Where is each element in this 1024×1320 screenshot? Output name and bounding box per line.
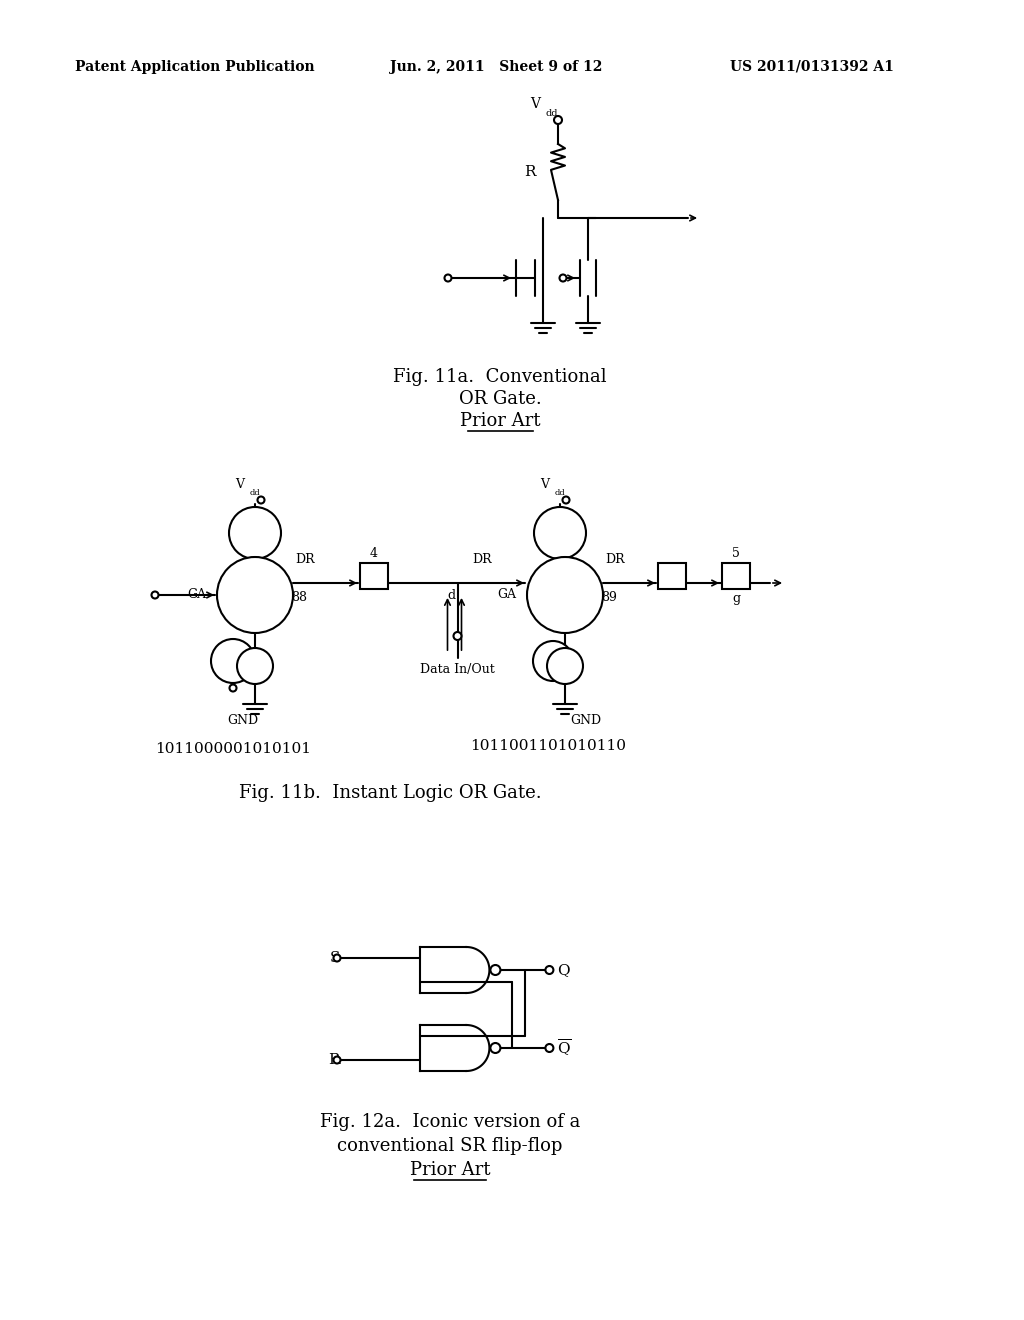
Text: S: S [330,950,340,965]
Text: conventional SR flip-flop: conventional SR flip-flop [337,1137,562,1155]
Text: GA: GA [497,589,516,602]
Circle shape [217,557,293,634]
Text: V: V [234,478,244,491]
Text: Patent Application Publication: Patent Application Publication [75,59,314,74]
Circle shape [490,1043,501,1053]
Circle shape [334,1056,341,1064]
Circle shape [211,639,255,682]
Text: R: R [524,165,536,180]
Text: GND: GND [570,714,601,727]
Text: 89: 89 [601,591,616,605]
Circle shape [562,496,569,503]
Text: g: g [732,591,740,605]
Text: IN: IN [243,586,267,605]
Text: Jun. 2, 2011   Sheet 9 of 12: Jun. 2, 2011 Sheet 9 of 12 [390,59,602,74]
Text: US 2011/0131392 A1: US 2011/0131392 A1 [730,59,894,74]
Circle shape [257,496,264,503]
Circle shape [490,965,501,975]
Text: Fig. 12a.  Iconic version of a: Fig. 12a. Iconic version of a [319,1113,581,1131]
Circle shape [229,507,281,558]
Text: V: V [540,478,549,491]
Text: R: R [329,1053,340,1067]
Text: DR: DR [605,553,625,566]
Text: 5: 5 [732,546,740,560]
Text: 88: 88 [291,591,307,605]
Text: d: d [447,589,456,602]
Circle shape [444,275,452,281]
Text: 1: 1 [560,659,570,673]
Bar [722,564,750,589]
Text: dd: dd [250,488,261,498]
Text: 4: 4 [370,546,378,560]
Bar [360,564,388,589]
Bar [658,564,686,589]
Text: 1: 1 [555,525,565,540]
Circle shape [546,1044,553,1052]
Text: Q: Q [557,964,570,977]
Text: 1: 1 [250,659,260,673]
Circle shape [229,685,237,692]
Text: dd: dd [545,110,557,117]
Text: 1: 1 [668,569,677,582]
Circle shape [527,557,603,634]
Circle shape [547,648,583,684]
Text: Prior Art: Prior Art [410,1162,490,1179]
Circle shape [454,632,462,640]
Text: Fig. 11b.  Instant Logic OR Gate.: Fig. 11b. Instant Logic OR Gate. [239,784,542,803]
Text: 1: 1 [370,569,379,582]
Circle shape [237,648,273,684]
Circle shape [334,954,341,961]
Text: GA: GA [187,589,206,602]
Text: $\mathregular{\overline{Q}}$: $\mathregular{\overline{Q}}$ [557,1038,571,1059]
Text: dd: dd [555,488,565,498]
Text: DR: DR [472,553,492,566]
Text: 1: 1 [731,569,740,582]
Circle shape [152,591,159,598]
Text: OR Gate.: OR Gate. [459,389,542,408]
Text: V: V [530,96,540,111]
Circle shape [546,966,553,974]
Text: IN: IN [553,586,578,605]
Circle shape [554,116,562,124]
Text: 1011001101010110: 1011001101010110 [470,739,626,752]
Circle shape [534,507,586,558]
Text: DR: DR [295,553,314,566]
Text: GND: GND [227,714,258,727]
Text: Prior Art: Prior Art [460,412,541,430]
Text: 1011000001010101: 1011000001010101 [155,742,311,756]
Circle shape [534,642,573,681]
Text: Data In/Out: Data In/Out [420,663,495,676]
Circle shape [559,275,566,281]
Text: Fig. 11a.  Conventional: Fig. 11a. Conventional [393,368,607,385]
